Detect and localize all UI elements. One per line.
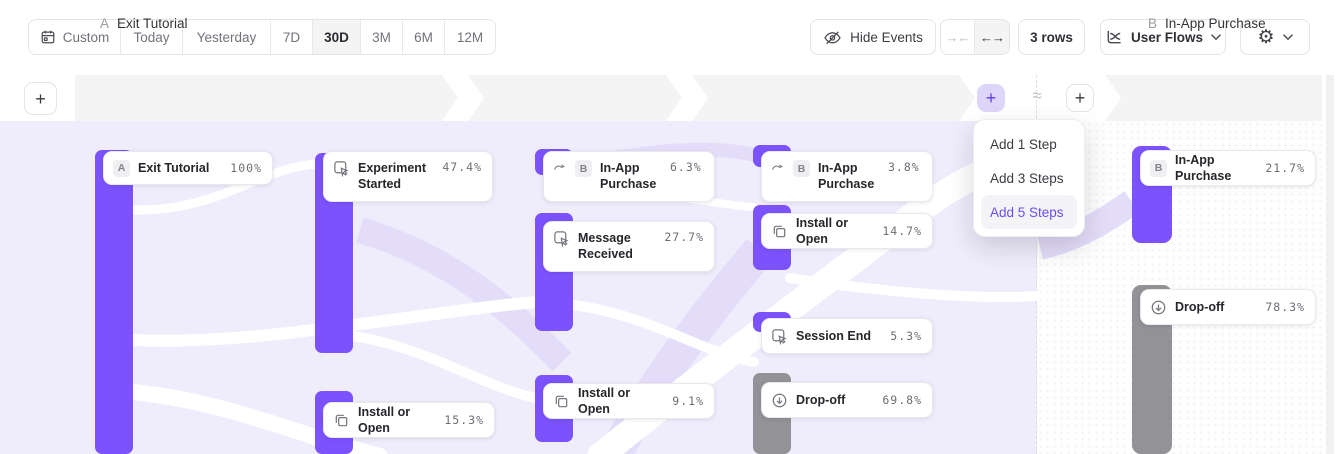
copy-icon [333,412,350,429]
add-step-right-button[interactable]: + [1066,84,1094,112]
gear-icon: ⚙ [1257,26,1275,48]
step-b-title: In-App Purchase [1165,15,1266,31]
node-experiment-started[interactable]: Experiment Started 47.4% [323,151,493,202]
node-message-received[interactable]: Message Received 27.7% [543,221,715,272]
settings-button[interactable]: ⚙ [1240,19,1310,55]
date-range-7d[interactable]: 7D [271,20,313,54]
conversion-arrow-icon [771,160,785,174]
node-install-or-open[interactable]: Install or Open 14.7% [761,213,933,249]
copy-icon [553,393,570,410]
user-flows-icon [1105,28,1123,46]
node-install-or-open[interactable]: Install or Open 15.3% [323,402,495,438]
step-segment-b[interactable] [1105,75,1322,121]
step-a-letter: A [100,15,110,31]
copy-icon [771,223,788,240]
step-b-badge: B [793,160,810,177]
autotrack-icon [771,328,788,345]
collapse-arrows-icon: →← [945,29,971,45]
step-segment-2[interactable] [245,75,458,121]
section-divider [1036,75,1037,454]
node-b-drop-off[interactable]: Drop-off 78.3% [1140,289,1316,325]
step-b-letter: B [1148,15,1158,31]
calendar-icon [40,29,56,45]
chevron-down-icon [1211,33,1221,41]
drop-off-icon [771,392,788,409]
expand-arrows-icon: ←→ [980,29,1005,45]
next-section-edge [1326,75,1334,454]
approx-connector: ≈ [1032,86,1042,105]
hide-events-button[interactable]: Hide Events [810,19,936,55]
collapse-width-button[interactable]: →← [941,20,976,54]
conversion-arrow-icon [553,160,567,174]
add-step-left-button[interactable]: + [24,82,57,115]
rows-label: 3 rows [1030,29,1073,45]
step-segment-4[interactable] [692,75,975,121]
hide-events-label: Hide Events [850,29,923,45]
step-a-title: Exit Tutorial [117,15,188,31]
node-in-app-purchase[interactable]: B In-App Purchase 3.8% [761,151,933,202]
node-exit-tutorial[interactable]: A Exit Tutorial 100% [103,151,273,185]
step-b-badge: B [575,160,592,177]
width-toggle-control: →← ←→ [940,19,1010,55]
view-selector-button[interactable]: User Flows [1100,19,1226,55]
step-a-label: A Exit Tutorial [100,0,188,46]
view-selector-label: User Flows [1130,29,1204,45]
menu-item-add-3-steps[interactable]: Add 3 Steps [990,170,1064,186]
menu-item-add-1-step[interactable]: Add 1 Step [990,136,1057,152]
node-session-end[interactable]: Session End 5.3% [761,318,933,354]
menu-item-add-5-steps[interactable]: Add 5 Steps [981,195,1077,229]
date-range-6m[interactable]: 6M [403,20,445,54]
expand-width-button[interactable]: ←→ [975,20,1009,54]
step-segment-3[interactable] [468,75,682,121]
add-steps-menu: Add 1 Step Add 3 Steps Add 5 Steps [973,119,1085,237]
date-range-3m[interactable]: 3M [361,20,403,54]
node-in-app-purchase[interactable]: B In-App Purchase 6.3% [543,151,715,202]
date-range-custom[interactable]: Custom [29,20,121,54]
flow-bar-exit-tutorial[interactable] [95,150,133,454]
step-a-badge: A [113,159,130,177]
node-drop-off[interactable]: Drop-off 69.8% [761,382,933,418]
chevron-down-icon [1282,33,1293,41]
eye-off-icon [823,28,842,47]
rows-button[interactable]: 3 rows [1018,19,1085,55]
step-b-label: B In-App Purchase [1148,0,1266,46]
date-range-label: Custom [62,29,110,45]
node-install-or-open[interactable]: Install or Open 9.1% [543,383,715,419]
add-step-menu-button[interactable]: + [977,84,1005,112]
drop-off-icon [1150,299,1167,316]
date-range-control: Custom Today Yesterday 7D 30D 3M 6M 12M [28,19,496,55]
autotrack-icon [333,160,350,177]
node-b-in-app-purchase[interactable]: B In-App Purchase 21.7% [1140,150,1316,186]
autotrack-icon [553,230,570,247]
date-range-12m[interactable]: 12M [445,20,495,54]
date-range-today[interactable]: Today [121,20,183,54]
date-range-yesterday[interactable]: Yesterday [183,20,271,54]
step-b-badge: B [1150,159,1167,177]
date-range-30d[interactable]: 30D [313,20,361,54]
